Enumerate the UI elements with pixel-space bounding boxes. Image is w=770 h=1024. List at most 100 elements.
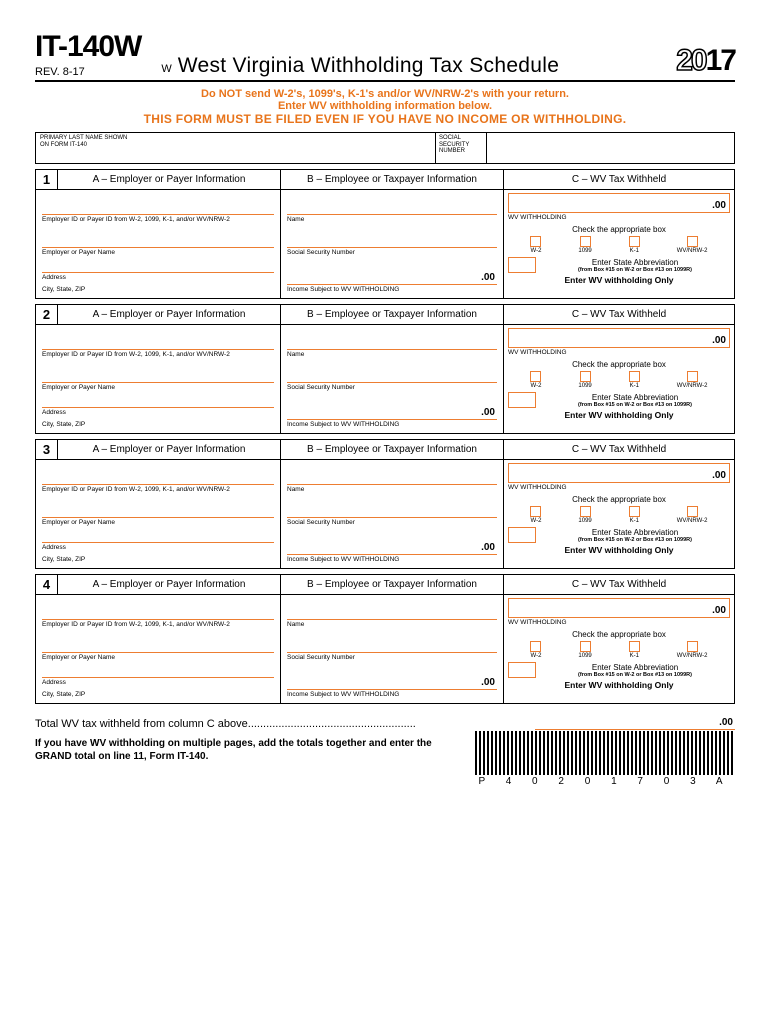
employer-id-field[interactable]: Employer ID or Payer ID from W-2, 1099, … — [42, 328, 274, 350]
checkbox-1099[interactable]: 1099 — [578, 236, 591, 254]
wv-wh-label: WV WITHHOLDING — [508, 484, 730, 491]
name-field[interactable]: Name — [287, 328, 497, 350]
year-outline: 20 — [676, 44, 705, 77]
section-number: 1 — [36, 170, 58, 189]
income-field[interactable]: .00Income Subject to WV WITHHOLDING — [287, 259, 497, 285]
ssn-field[interactable]: Social Security Number — [287, 631, 497, 653]
state-row: Enter State Abbreviation (from Box #15 o… — [508, 392, 730, 408]
checkbox-WV/NRW-2[interactable]: WV/NRW-2 — [677, 641, 708, 659]
checkbox-K-1[interactable]: K-1 — [629, 641, 640, 659]
employer-name-field[interactable]: Employer or Payer Name — [42, 496, 274, 518]
state-text: Enter State Abbreviation (from Box #15 o… — [540, 393, 730, 408]
enter-only-label: Enter WV withholding Only — [508, 275, 730, 285]
checkbox-1099[interactable]: 1099 — [578, 371, 591, 389]
address-field[interactable]: Address — [42, 664, 274, 678]
employer-id-field[interactable]: Employer ID or Payer ID from W-2, 1099, … — [42, 463, 274, 485]
state-text: Enter State Abbreviation (from Box #15 o… — [540, 528, 730, 543]
employer-id-field[interactable]: Employer ID or Payer ID from W-2, 1099, … — [42, 598, 274, 620]
primary-name-box[interactable]: PRIMARY LAST NAME SHOWN ON FORM IT-140 — [36, 133, 436, 163]
col-c-header: C – WV Tax Withheld — [504, 305, 734, 324]
employer-name-field[interactable]: Employer or Payer Name — [42, 631, 274, 653]
tax-year: 2017 — [676, 44, 735, 78]
revision: REV. 8-17 — [35, 66, 141, 78]
state-row: Enter State Abbreviation (from Box #15 o… — [508, 527, 730, 543]
col-c-body: .00 WV WITHHOLDING Check the appropriate… — [504, 595, 734, 703]
enter-only-label: Enter WV withholding Only — [508, 410, 730, 420]
barcode: P 4 0 2 0 1 7 0 3 A — [475, 731, 735, 787]
wv-withholding-amount[interactable]: .00 — [508, 463, 730, 483]
enter-only-label: Enter WV withholding Only — [508, 680, 730, 690]
state-abbr-input[interactable] — [508, 257, 536, 273]
checkbox-WV/NRW-2[interactable]: WV/NRW-2 — [677, 506, 708, 524]
section-header: 3 A – Employer or Payer Information B – … — [36, 440, 734, 460]
col-b-header: B – Employee or Taxpayer Information — [281, 305, 504, 324]
checkbox-1099[interactable]: 1099 — [578, 641, 591, 659]
checkbox-WV/NRW-2[interactable]: WV/NRW-2 — [677, 236, 708, 254]
city-label: City, State, ZIP — [42, 556, 274, 563]
wv-wh-label: WV WITHHOLDING — [508, 214, 730, 221]
ssn-input[interactable] — [486, 133, 734, 163]
employer-name-field[interactable]: Employer or Payer Name — [42, 361, 274, 383]
withholding-section-4: 4 A – Employer or Payer Information B – … — [35, 574, 735, 704]
checkbox-W-2[interactable]: W-2 — [530, 641, 541, 659]
ssn-field[interactable]: Social Security Number — [287, 496, 497, 518]
ssn-field[interactable]: Social Security Number — [287, 226, 497, 248]
section-number: 3 — [36, 440, 58, 459]
income-field[interactable]: .00Income Subject to WV WITHHOLDING — [287, 664, 497, 690]
withholding-section-2: 2 A – Employer or Payer Information B – … — [35, 304, 735, 434]
warnings: Do NOT send W-2's, 1099's, K-1's and/or … — [35, 88, 735, 126]
income-field[interactable]: .00Income Subject to WV WITHHOLDING — [287, 529, 497, 555]
col-b-header: B – Employee or Taxpayer Information — [281, 575, 504, 594]
section-header: 4 A – Employer or Payer Information B – … — [36, 575, 734, 595]
wv-wh-label: WV WITHHOLDING — [508, 619, 730, 626]
section-number: 4 — [36, 575, 58, 594]
address-field[interactable]: Address — [42, 394, 274, 408]
col-b-body: Name Social Security Number .00Income Su… — [281, 460, 504, 568]
main-title: West Virginia Withholding Tax Schedule — [178, 54, 559, 78]
wv-withholding-amount[interactable]: .00 — [508, 328, 730, 348]
ssn-field[interactable]: Social Security Number — [287, 361, 497, 383]
address-field[interactable]: Address — [42, 259, 274, 273]
checkbox-K-1[interactable]: K-1 — [629, 236, 640, 254]
state-abbr-input[interactable] — [508, 527, 536, 543]
checkbox-1099[interactable]: 1099 — [578, 506, 591, 524]
withholding-section-3: 3 A – Employer or Payer Information B – … — [35, 439, 735, 569]
col-a-body: Employer ID or Payer ID from W-2, 1099, … — [36, 190, 281, 298]
checkbox-K-1[interactable]: K-1 — [629, 506, 640, 524]
section-body: Employer ID or Payer ID from W-2, 1099, … — [36, 190, 734, 298]
check-label: Check the appropriate box — [508, 630, 730, 639]
employer-name-field[interactable]: Employer or Payer Name — [42, 226, 274, 248]
name-field[interactable]: Name — [287, 598, 497, 620]
col-c-header: C – WV Tax Withheld — [504, 170, 734, 189]
w-mark: W — [161, 63, 171, 75]
checkbox-W-2[interactable]: W-2 — [530, 236, 541, 254]
section-header: 1 A – Employer or Payer Information B – … — [36, 170, 734, 190]
checkbox-K-1[interactable]: K-1 — [629, 371, 640, 389]
state-abbr-input[interactable] — [508, 662, 536, 678]
checkbox-W-2[interactable]: W-2 — [530, 371, 541, 389]
withholding-section-1: 1 A – Employer or Payer Information B – … — [35, 169, 735, 299]
year-bold: 17 — [706, 44, 735, 77]
state-abbr-input[interactable] — [508, 392, 536, 408]
col-b-body: Name Social Security Number .00Income Su… — [281, 595, 504, 703]
income-field[interactable]: .00Income Subject to WV WITHHOLDING — [287, 394, 497, 420]
barcode-text: P 4 0 2 0 1 7 0 3 A — [475, 776, 735, 787]
form-code: IT-140W — [35, 30, 141, 64]
employer-id-field[interactable]: Employer ID or Payer ID from W-2, 1099, … — [42, 193, 274, 215]
total-amount-box[interactable]: .00 — [535, 710, 735, 730]
city-label: City, State, ZIP — [42, 421, 274, 428]
checkbox-WV/NRW-2[interactable]: WV/NRW-2 — [677, 371, 708, 389]
col-b-body: Name Social Security Number .00Income Su… — [281, 190, 504, 298]
name-field[interactable]: Name — [287, 193, 497, 215]
name-ssn-row: PRIMARY LAST NAME SHOWN ON FORM IT-140 S… — [35, 132, 735, 164]
wv-withholding-amount[interactable]: .00 — [508, 598, 730, 618]
name-field[interactable]: Name — [287, 463, 497, 485]
checkbox-W-2[interactable]: W-2 — [530, 506, 541, 524]
check-boxes: W-2 1099 K-1 WV/NRW-2 — [508, 641, 730, 659]
enter-only-label: Enter WV withholding Only — [508, 545, 730, 555]
wv-withholding-amount[interactable]: .00 — [508, 193, 730, 213]
address-field[interactable]: Address — [42, 529, 274, 543]
title-wrap: W West Virginia Withholding Tax Schedule — [141, 54, 676, 78]
wv-wh-label: WV WITHHOLDING — [508, 349, 730, 356]
state-row: Enter State Abbreviation (from Box #15 o… — [508, 257, 730, 273]
